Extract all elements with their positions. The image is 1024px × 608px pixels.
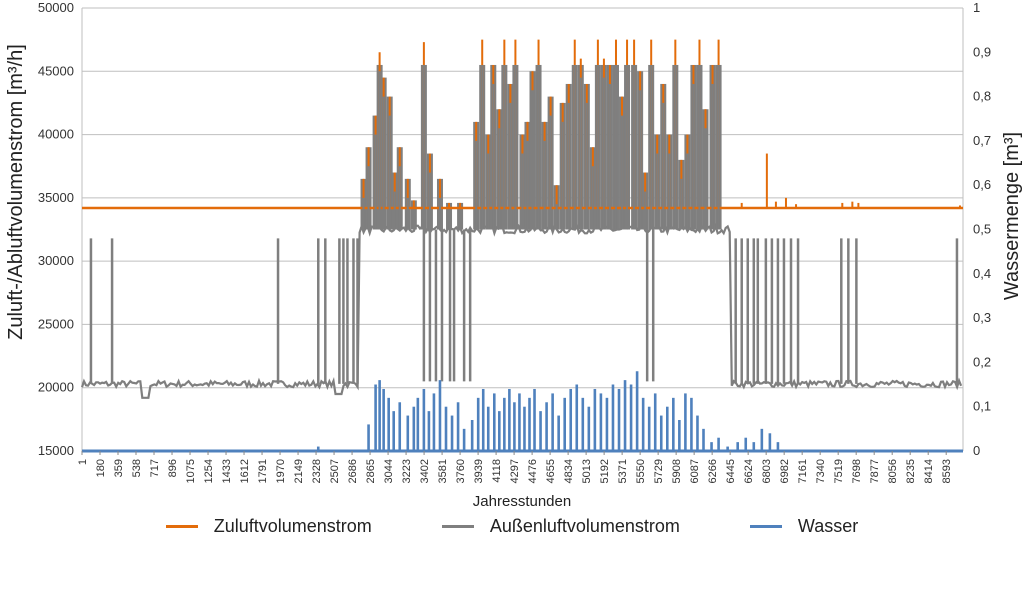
y2-tick-label: 0 — [973, 443, 980, 458]
y2-tick-label: 0,4 — [973, 266, 991, 281]
series-spike — [446, 202, 453, 230]
y-tick-label: 15000 — [38, 443, 74, 458]
series-wasser — [82, 371, 963, 453]
x-tick-label: 3939 — [473, 459, 485, 483]
x-tick-label: 5192 — [599, 459, 611, 483]
x-tick-label: 2865 — [365, 459, 377, 483]
x-tick-label: 5908 — [671, 459, 683, 483]
x-tick-label: 3223 — [401, 459, 413, 483]
x-tick-label: 4655 — [545, 459, 557, 483]
x-tick-label: 7519 — [833, 459, 845, 483]
x-tick-label: 1791 — [257, 459, 269, 483]
x-tick-label: 4834 — [563, 459, 575, 483]
x-tick-label: 8235 — [905, 459, 917, 483]
legend-label: Zuluftvolumenstrom — [213, 516, 372, 536]
x-tick-label: 2507 — [329, 459, 341, 483]
x-tick-label: 359 — [113, 459, 125, 477]
x-tick-label: 8056 — [887, 459, 899, 483]
y-tick-label: 20000 — [38, 380, 74, 395]
x-tick-label: 1075 — [185, 459, 197, 483]
y-tick-label: 30000 — [38, 253, 74, 268]
x-tick-label: 2328 — [311, 459, 323, 483]
series-zuluftvolumenstrom — [82, 39, 963, 230]
y2-tick-label: 0,9 — [973, 44, 991, 59]
x-tick-label: 5550 — [635, 459, 647, 483]
x-tick-label: 1 — [77, 459, 89, 465]
y2-tick-label: 0,7 — [973, 133, 991, 148]
x-tick-label: 1254 — [203, 459, 215, 483]
x-tick-label: 6803 — [761, 459, 773, 483]
y2-tick-label: 0,6 — [973, 177, 991, 192]
x-tick-label: 538 — [131, 459, 143, 477]
legend-item-zuluftvolumenstrom: Zuluftvolumenstrom — [165, 516, 372, 537]
x-axis-title: Jahresstunden — [473, 493, 571, 510]
x-tick-label: 3402 — [419, 459, 431, 483]
y2-tick-label: 1 — [973, 0, 980, 15]
x-tick-label: 4297 — [509, 459, 521, 483]
x-tick-label: 8593 — [941, 459, 953, 483]
series-line — [80, 222, 963, 399]
y-axis-right-title: Wassermenge [m³] — [1001, 132, 1023, 300]
x-tick-label: 6087 — [689, 459, 701, 483]
y-tick-label: 40000 — [38, 127, 74, 142]
y2-tick-label: 0,3 — [973, 310, 991, 325]
y-tick-label: 35000 — [38, 190, 74, 205]
y-axis-left-title: Zuluft-/Abluftvolumenstrom [m³/h] — [5, 44, 27, 340]
x-tick-label: 2686 — [347, 459, 359, 483]
legend-swatch-orange — [165, 525, 198, 528]
x-tick-label: 4118 — [491, 459, 503, 483]
x-tick-label: 5729 — [653, 459, 665, 483]
legend-item-wasser: Wasser — [749, 516, 859, 537]
y2-tick-label: 0,8 — [973, 89, 991, 104]
x-tick-label: 1433 — [221, 459, 233, 483]
x-tick-label: 6266 — [707, 459, 719, 483]
x-tick-label: 8414 — [923, 459, 935, 483]
x-tick-label: 7698 — [851, 459, 863, 483]
x-tick-label: 4476 — [527, 459, 539, 483]
x-tick-label: 5013 — [581, 459, 593, 483]
x-tick-label: 7161 — [797, 459, 809, 483]
y-axis-left-ticks: 15000 20000 25000 30000 35000 40000 45000 50000 — [38, 0, 74, 458]
x-tick-label: 6624 — [743, 459, 755, 483]
x-tick-label: 3581 — [437, 459, 449, 483]
x-tick-label: 7340 — [815, 459, 827, 483]
legend-label: Außenluftvolumenstrom — [489, 516, 680, 536]
y2-tick-label: 0,5 — [973, 222, 991, 237]
legend-item-aussenluftvolumenstrom: Außenluftvolumenstrom — [441, 516, 680, 537]
x-tick-label: 7877 — [869, 459, 881, 483]
series-spike — [410, 200, 417, 230]
x-tick-label: 6445 — [725, 459, 737, 483]
x-tick-label: 1612 — [239, 459, 251, 483]
x-tick-label: 5371 — [617, 459, 629, 483]
y2-tick-label: 0,2 — [973, 354, 991, 369]
legend-swatch-blue — [749, 525, 782, 528]
y-axis-right-ticks: 0 0,1 0,2 0,3 0,4 0,5 0,6 0,7 0,8 0,9 1 — [973, 0, 991, 458]
x-tick-label: 3760 — [455, 459, 467, 483]
x-tick-label: 1970 — [275, 459, 287, 483]
y-tick-label: 50000 — [38, 0, 74, 15]
legend: Zuluftvolumenstrom Außenluftvolumenstrom… — [0, 516, 1024, 537]
legend-label: Wasser — [797, 516, 859, 536]
x-tick-label: 6982 — [779, 459, 791, 483]
y-tick-label: 45000 — [38, 63, 74, 78]
x-tick-label: 717 — [149, 459, 161, 477]
x-tick-label: 3044 — [383, 459, 395, 483]
x-tick-label: 2149 — [293, 459, 305, 483]
legend-swatch-gray — [441, 525, 474, 528]
x-tick-label: 896 — [167, 459, 179, 477]
x-axis-ticks: 1 180 359 538 717 896 1075 1254 1433 1612 1791 1970… — [77, 451, 953, 483]
x-tick-label: 180 — [95, 459, 107, 477]
y2-tick-label: 0,1 — [973, 399, 991, 414]
series-aussenluftvolumenstrom — [80, 64, 963, 399]
series-spike — [457, 202, 464, 230]
y-tick-label: 25000 — [38, 316, 74, 331]
